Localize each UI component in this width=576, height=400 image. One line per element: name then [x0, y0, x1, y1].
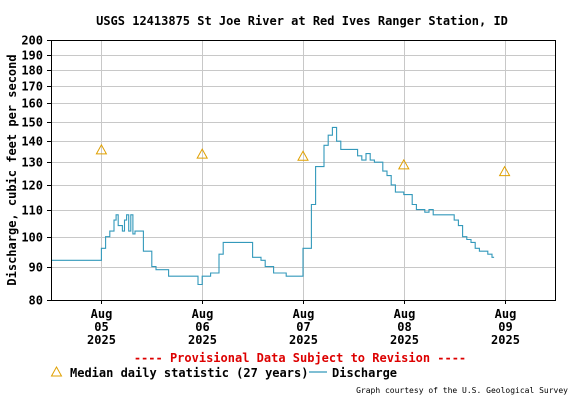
x-tick-month: Aug: [293, 307, 315, 321]
y-tick-label: 180: [21, 64, 43, 78]
median-marker: [95, 143, 108, 155]
y-tick-label: 170: [21, 80, 43, 94]
x-tick-month: Aug: [192, 307, 214, 321]
median-marker: [498, 165, 511, 177]
plot-frame: [51, 40, 556, 301]
x-tick-year: 2025: [390, 333, 419, 347]
y-tick-label: 90: [29, 261, 43, 275]
median-marker: [397, 158, 410, 170]
y-tick-label: 190: [21, 49, 43, 63]
x-tick-year: 2025: [188, 333, 217, 347]
legend-discharge-label: Discharge: [332, 366, 397, 380]
provisional-note: ---- Provisional Data Subject to Revisio…: [134, 351, 466, 365]
x-tick-year: 2025: [87, 333, 116, 347]
y-tick-label: 140: [21, 135, 43, 149]
legend-median-triangle-icon: [50, 365, 63, 377]
x-tick-month: Aug: [394, 307, 416, 321]
y-tick-label: 200: [21, 34, 43, 48]
y-tick-label: 160: [21, 97, 43, 111]
y-tick-label: 150: [21, 116, 43, 130]
y-tick-label: 100: [21, 231, 43, 245]
y-tick-label: 80: [29, 294, 43, 308]
legend-median-label: Median daily statistic (27 years): [70, 366, 308, 380]
plot-layer: [51, 126, 511, 286]
median-marker: [196, 148, 209, 159]
y-tick-label: 130: [21, 156, 43, 170]
legend: Median daily statistic (27 years) Discha…: [50, 365, 397, 380]
credit-note: Graph courtesy of the U.S. Geological Su…: [356, 386, 568, 395]
discharge-series-line: [51, 126, 495, 286]
chart-title: USGS 12413875 St Joe River at Red Ives R…: [96, 14, 508, 28]
y-axis-label: Discharge, cubic feet per second: [5, 54, 19, 285]
x-tick-year: 2025: [491, 333, 520, 347]
x-tick-day: 07: [296, 320, 310, 334]
x-tick-day: 09: [498, 320, 512, 334]
x-tick-month: Aug: [495, 307, 517, 321]
median-marker: [297, 150, 309, 161]
y-tick-label: 120: [21, 179, 43, 193]
x-tick-month: Aug: [91, 307, 113, 321]
grid-layer: [51, 40, 555, 300]
x-tick-day: 08: [397, 320, 411, 334]
x-tick-year: 2025: [289, 333, 318, 347]
x-tick-day: 06: [195, 320, 209, 334]
y-tick-label: 110: [21, 204, 43, 218]
x-tick-day: 05: [94, 320, 108, 334]
